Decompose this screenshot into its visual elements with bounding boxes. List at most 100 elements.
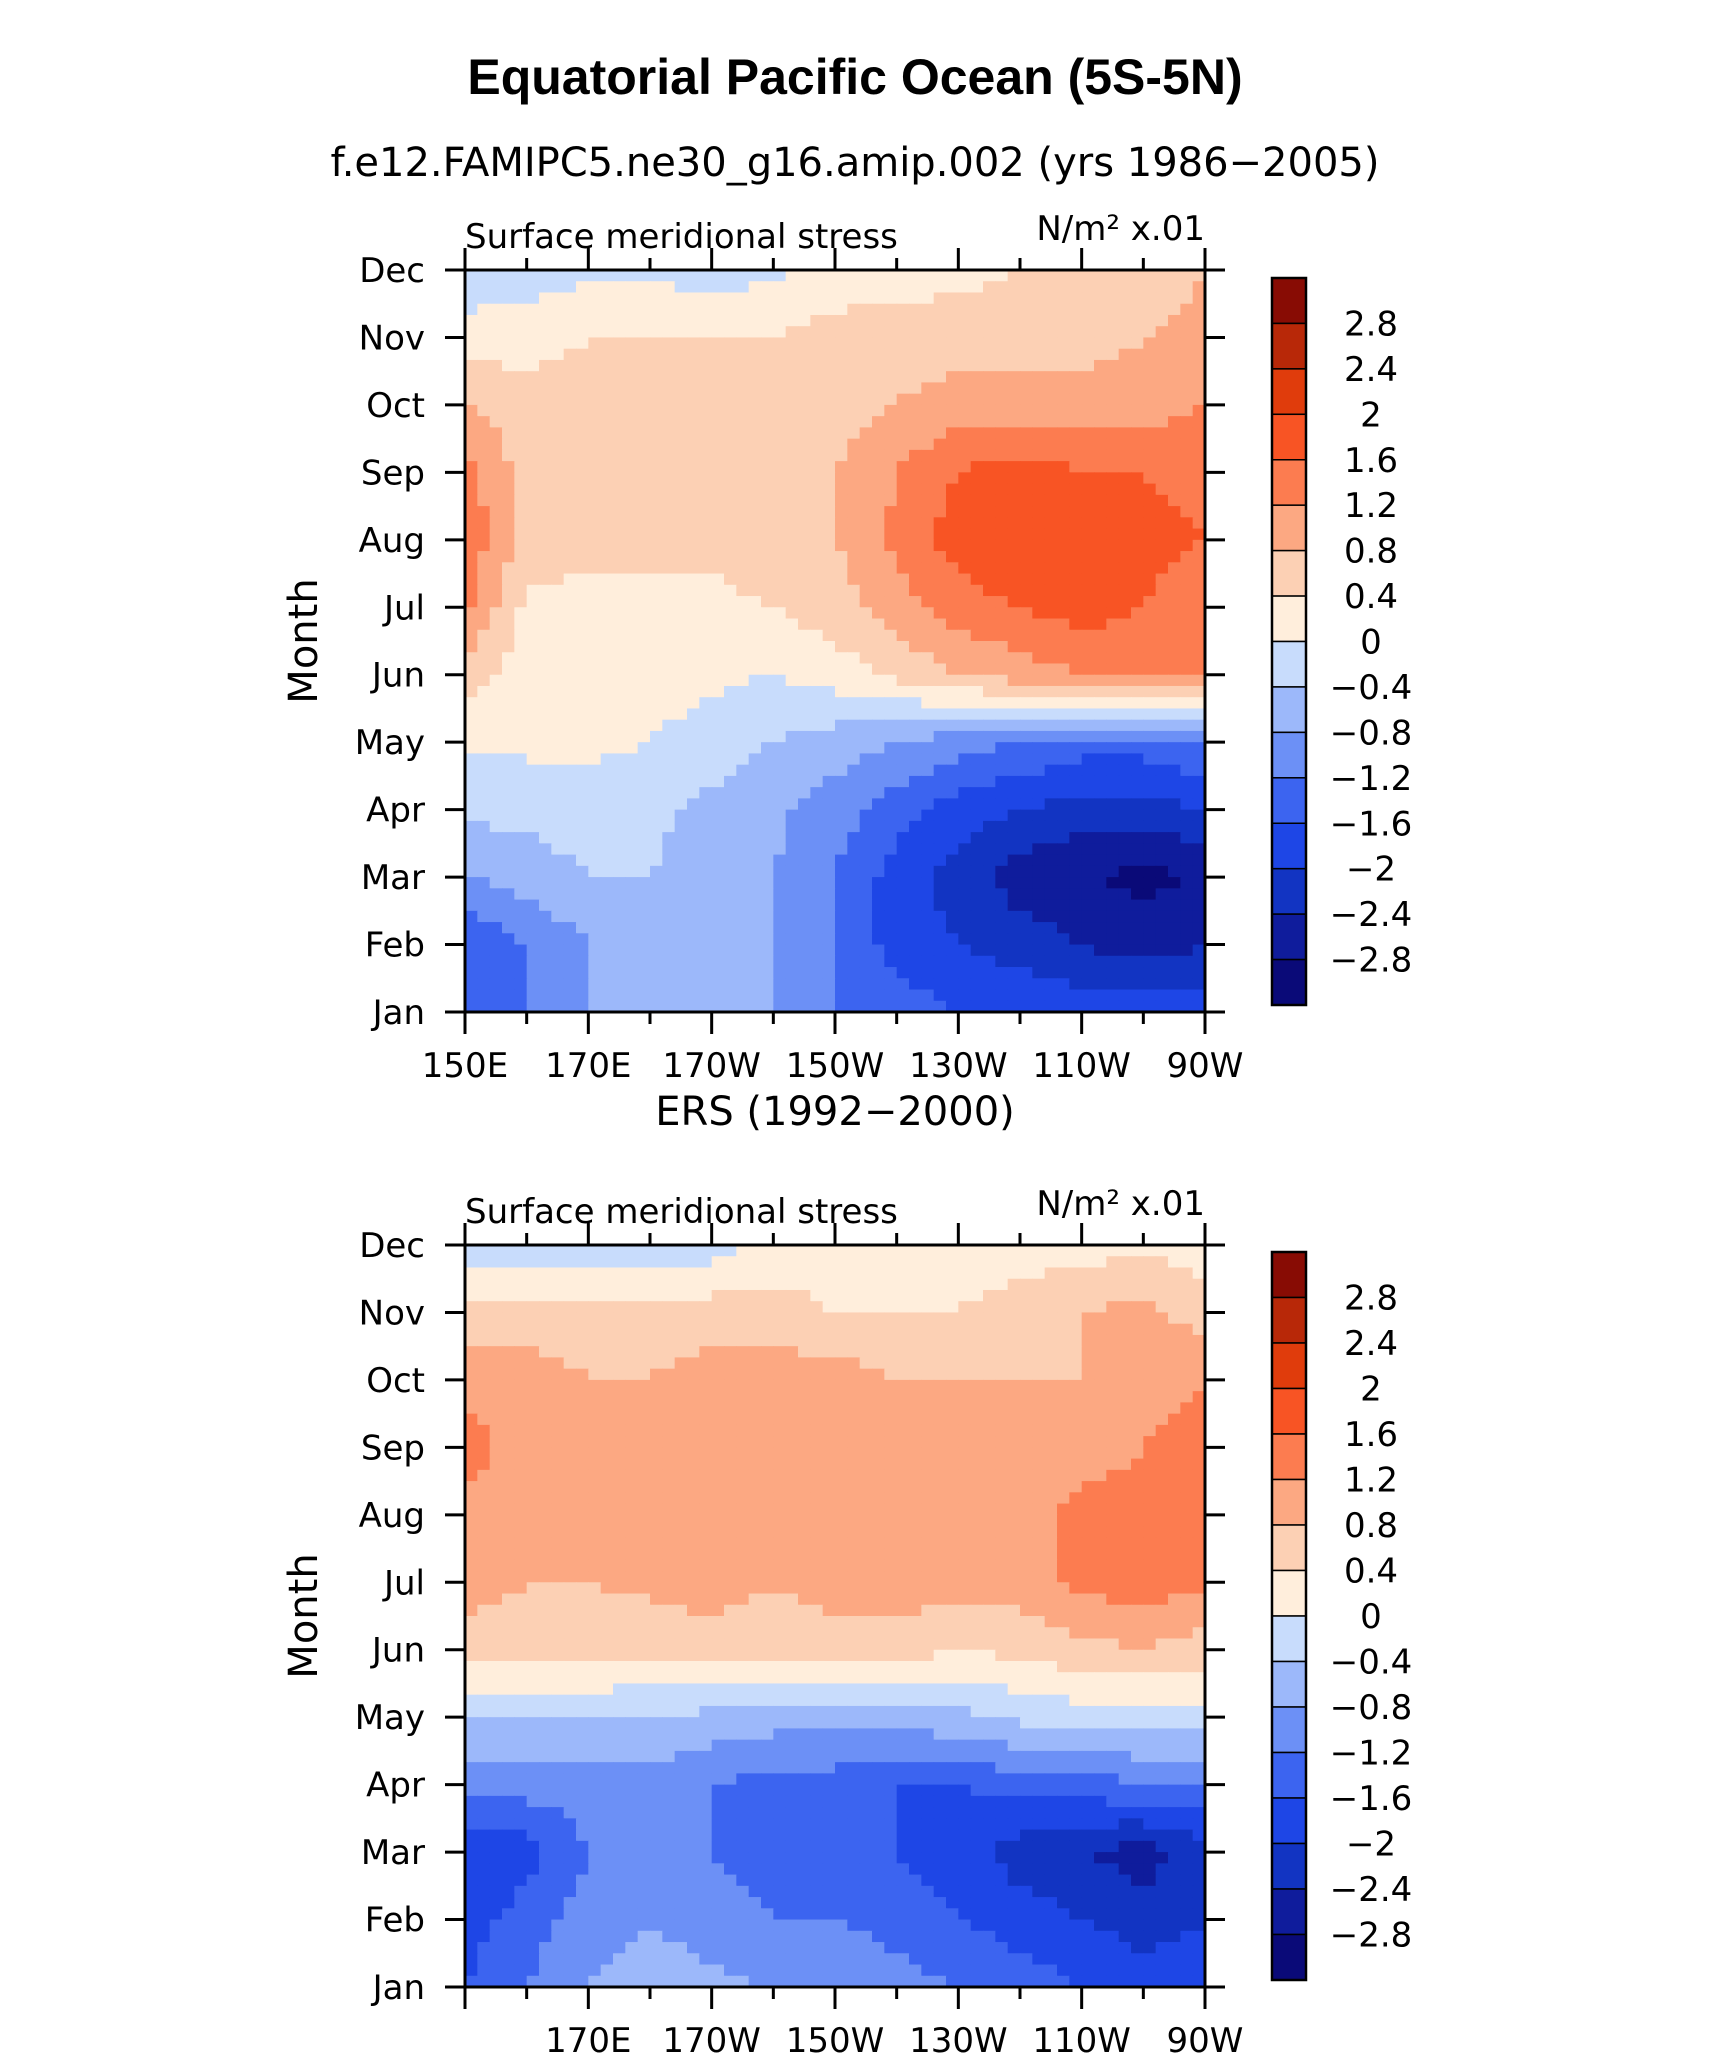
field-cell (773, 416, 787, 428)
field-cell (983, 472, 996, 485)
field-cell (785, 281, 799, 294)
field-cell (835, 404, 848, 417)
field-cell (835, 899, 848, 912)
field-cell (748, 742, 762, 755)
field-cell (884, 461, 898, 473)
field-cell (711, 618, 725, 631)
field-cell (600, 663, 614, 676)
field-cell (835, 820, 848, 833)
field-cell (1131, 1346, 1144, 1359)
field-cell (526, 910, 540, 923)
field-cell (613, 1402, 626, 1415)
field-cell (1155, 843, 1169, 856)
field-cell (736, 573, 750, 586)
field-cell (884, 933, 898, 946)
field-cell (576, 483, 589, 496)
field-cell (810, 1301, 824, 1314)
field-cell (785, 1357, 799, 1370)
field-cell (600, 382, 614, 395)
field-cell (822, 798, 836, 811)
field-cell (736, 303, 750, 316)
field-cell (1143, 742, 1157, 755)
field-cell (970, 528, 984, 541)
field-cell (884, 697, 898, 710)
field-cell (477, 382, 491, 395)
field-cell (724, 798, 737, 811)
field-cell (1155, 573, 1169, 586)
field-cell (983, 832, 996, 844)
colorbar-swatch (1271, 322, 1307, 370)
field-cell (1168, 888, 1181, 901)
field-cell (502, 607, 515, 620)
field-cell (576, 1312, 589, 1325)
field-cell (847, 348, 861, 361)
field-cell (699, 449, 713, 462)
field-cell (1143, 562, 1157, 575)
field-cell (687, 1301, 700, 1314)
field-cell (872, 1368, 885, 1381)
field-cell (563, 809, 577, 822)
field-cell (859, 910, 873, 923)
field-cell (1044, 562, 1058, 575)
field-cell (1192, 517, 1206, 530)
field-cell (465, 539, 478, 552)
field-cell (1057, 955, 1070, 968)
field-cell (576, 730, 589, 743)
field-cell (1143, 337, 1157, 350)
field-cell (983, 652, 996, 665)
field-cell (514, 641, 528, 653)
field-cell (563, 1402, 577, 1415)
field-cell (1057, 326, 1070, 339)
field-cell (711, 1245, 725, 1257)
field-cell (946, 1402, 959, 1415)
field-cell (736, 584, 750, 597)
field-cell (1131, 708, 1144, 721)
field-cell (1020, 1323, 1033, 1336)
field-cell (1007, 989, 1021, 1002)
field-cell (1118, 865, 1132, 878)
field-cell (748, 764, 762, 777)
field-cell (1069, 449, 1083, 462)
field-cell (1007, 1323, 1021, 1336)
field-cell (526, 1245, 540, 1257)
field-cell (958, 922, 972, 934)
field-cell (1168, 1245, 1181, 1257)
field-cell (896, 865, 910, 878)
field-cell (637, 922, 651, 934)
field-cell (859, 427, 873, 440)
field-cell (859, 933, 873, 946)
field-cell (1069, 551, 1083, 563)
field-cell (576, 629, 589, 642)
field-cell (1032, 843, 1046, 856)
field-cell (859, 382, 873, 395)
field-cell (613, 719, 626, 732)
field-cell (785, 697, 799, 710)
field-cell (909, 270, 922, 282)
field-cell (748, 1267, 762, 1280)
field-cell (958, 281, 972, 294)
field-cell (724, 742, 737, 755)
field-cell (1069, 1368, 1083, 1381)
field-cell (761, 798, 774, 811)
field-cell (736, 371, 750, 384)
field-cell (724, 1379, 737, 1392)
field-cell (822, 303, 836, 316)
field-cell (477, 1256, 491, 1269)
field-cell (1094, 742, 1107, 755)
field-cell (711, 449, 725, 462)
field-cell (958, 730, 972, 743)
field-cell (958, 820, 972, 833)
field-cell (1094, 404, 1107, 417)
field-cell (539, 629, 552, 642)
field-cell (576, 1267, 589, 1280)
field-cell (526, 270, 540, 282)
field-cell (1057, 494, 1070, 507)
field-cell (1007, 292, 1021, 305)
field-cell (761, 1413, 774, 1426)
field-cell (687, 1334, 700, 1347)
field-cell (514, 427, 528, 440)
field-cell (983, 1357, 996, 1370)
field-cell (1192, 461, 1206, 473)
field-cell (1131, 697, 1144, 710)
field-cell (970, 877, 984, 889)
